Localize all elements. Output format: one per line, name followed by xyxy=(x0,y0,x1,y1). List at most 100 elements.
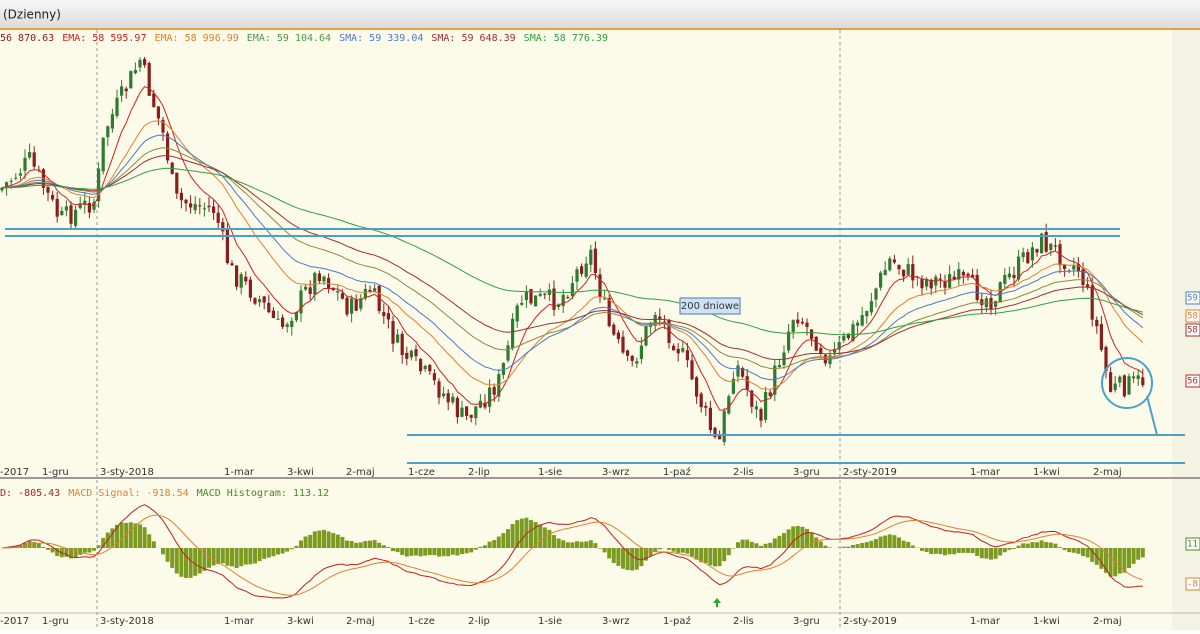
x-axis-label: 2-sty-2019 xyxy=(843,467,897,478)
histogram-bar xyxy=(828,547,832,548)
histogram-bar xyxy=(639,548,643,566)
x-axis-label: 2-lip xyxy=(468,616,490,627)
legend-item: 56 870.63 xyxy=(0,33,54,44)
candle-body xyxy=(704,406,707,408)
histogram-bar xyxy=(1076,548,1080,554)
histogram-bar xyxy=(455,548,459,556)
candle-body xyxy=(911,264,914,280)
x-axis-label: -2017 xyxy=(0,467,29,478)
histogram-bar xyxy=(202,548,206,571)
candle-body xyxy=(175,173,178,194)
histogram-bar xyxy=(971,548,975,553)
x-axis-label: 2-maj xyxy=(1093,616,1122,627)
histogram-bar xyxy=(170,548,174,568)
candle-body xyxy=(23,158,26,171)
candle-body xyxy=(424,366,427,369)
legend-item: D: -805.43 xyxy=(0,488,60,499)
candle-body xyxy=(566,297,569,298)
histogram-bar xyxy=(129,522,133,548)
histogram-bar xyxy=(856,544,860,548)
histogram-bar xyxy=(373,540,377,548)
histogram-bar xyxy=(879,537,883,548)
histogram-bar xyxy=(865,542,869,548)
candle-body xyxy=(907,264,910,275)
candle-body xyxy=(157,106,160,118)
histogram-bar xyxy=(304,536,308,548)
x-axis-label: 2-sty-2019 xyxy=(843,616,897,627)
candle-body xyxy=(56,199,59,217)
histogram-bar xyxy=(442,548,446,556)
histogram-bar xyxy=(386,547,390,548)
candle-body xyxy=(203,208,206,209)
x-axis-label: 2-maj xyxy=(346,467,375,478)
candle-body xyxy=(19,173,22,175)
histogram-bar xyxy=(1058,547,1062,548)
histogram-bar xyxy=(244,548,248,565)
histogram-bar xyxy=(235,548,239,568)
candle-body xyxy=(74,210,77,226)
candle-body xyxy=(603,298,606,299)
histogram-bar xyxy=(823,546,827,548)
candle-body xyxy=(69,205,72,223)
histogram-bar xyxy=(74,548,78,557)
histogram-bar xyxy=(777,536,781,548)
histogram-bar xyxy=(975,548,979,556)
histogram-bar xyxy=(497,537,501,548)
histogram-bar xyxy=(603,548,607,552)
histogram-bar xyxy=(943,548,947,555)
candle-body xyxy=(474,406,477,418)
histogram-bar xyxy=(492,540,496,548)
histogram-bar xyxy=(87,548,91,553)
histogram-bar xyxy=(97,545,101,548)
legend-item: EMA: 58 996.99 xyxy=(154,33,238,44)
candle-body xyxy=(382,312,385,316)
candle-body xyxy=(962,272,965,276)
histogram-bar xyxy=(239,548,243,566)
x-axis-label: 1-paź xyxy=(663,615,691,627)
histogram-bar xyxy=(147,534,151,548)
candle-body xyxy=(644,326,647,345)
candle-body xyxy=(580,266,583,274)
candle-body xyxy=(470,415,473,418)
candle-body xyxy=(253,298,256,304)
candle-body xyxy=(129,71,132,88)
candle-body xyxy=(134,70,137,73)
histogram-bar xyxy=(501,533,505,548)
histogram-bar xyxy=(474,548,478,550)
histogram-bar xyxy=(566,542,570,548)
candle-body xyxy=(442,394,445,397)
candle-body xyxy=(391,321,394,344)
candle-body xyxy=(870,301,873,312)
histogram-bar xyxy=(423,548,427,556)
histogram-bar xyxy=(1099,548,1103,569)
candle-body xyxy=(640,346,643,359)
histogram-bar xyxy=(598,548,602,549)
x-axis-label: 1-gru xyxy=(42,616,69,627)
histogram-bar xyxy=(1003,548,1007,552)
candle-body xyxy=(401,334,404,355)
candle-body xyxy=(966,274,969,276)
candle-body xyxy=(396,335,399,343)
histogram-bar xyxy=(488,542,492,548)
histogram-bar xyxy=(810,533,814,548)
candle-body xyxy=(608,298,611,326)
histogram-bar xyxy=(198,548,202,573)
candle-body xyxy=(51,195,54,199)
histogram-bar xyxy=(952,548,956,554)
candle-body xyxy=(456,398,459,417)
histogram-bar xyxy=(377,543,381,548)
histogram-bar xyxy=(593,543,597,548)
histogram-bar xyxy=(874,539,878,548)
candle-body xyxy=(516,305,519,321)
candle-body xyxy=(46,187,49,193)
candle-body xyxy=(888,259,891,271)
histogram-bar xyxy=(120,522,124,548)
histogram-bar xyxy=(1007,548,1011,550)
candle-body xyxy=(884,270,887,275)
candle-body xyxy=(1114,384,1117,391)
histogram-bar xyxy=(281,548,285,553)
candle-body xyxy=(902,270,905,277)
histogram-bar xyxy=(32,542,36,548)
histogram-bar xyxy=(938,548,942,554)
histogram-bar xyxy=(350,541,354,548)
